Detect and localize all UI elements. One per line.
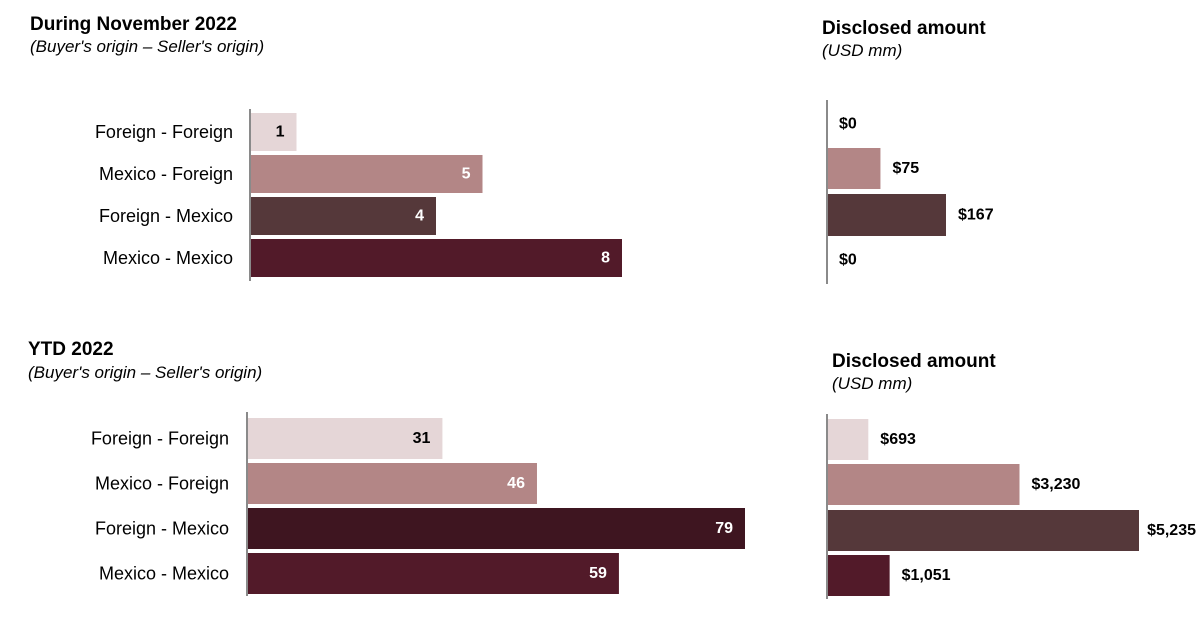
nov-count-title: During November 2022 — [30, 14, 237, 35]
ytd-count-title: YTD 2022 — [28, 339, 114, 360]
ytd-count-subtitle: (Buyer's origin – Seller's origin) — [28, 363, 262, 382]
ytd-amount-subtitle: (USD mm) — [832, 374, 912, 393]
ytd_count-value-label: 31 — [413, 430, 431, 447]
ytd_count-category-label: Foreign - Mexico — [95, 519, 229, 539]
nov_count-value-label: 5 — [462, 166, 471, 183]
nov_count-bar — [250, 197, 436, 235]
ytd_count-value-label: 79 — [715, 520, 733, 537]
nov_amount-bar — [827, 194, 946, 236]
chart-marks: Foreign - Foreign 1 Mexico - Foreign 5 Forei… — [91, 100, 1196, 599]
nov_count-bar — [250, 239, 622, 277]
ytd_count-category-label: Foreign - Foreign — [91, 429, 229, 449]
nov_count-bar — [250, 113, 297, 151]
nov-amount-subtitle: (USD mm) — [822, 41, 902, 60]
ytd_amount-bar — [827, 419, 869, 460]
nov_count-category-label: Foreign - Foreign — [95, 122, 233, 142]
nov_amount-value-label: $75 — [892, 160, 919, 177]
nov_amount-value-label: $0 — [839, 252, 857, 269]
ytd_amount-value-label: $5,235 — [1147, 522, 1196, 539]
ytd_count-value-label: 59 — [589, 565, 607, 582]
ytd_amount-value-label: $1,051 — [902, 567, 951, 584]
ytd_count-value-label: 46 — [507, 475, 525, 492]
nov-count-subtitle: (Buyer's origin – Seller's origin) — [30, 37, 264, 56]
ytd_amount-bar — [827, 555, 890, 596]
ytd_amount-value-label: $693 — [880, 431, 916, 448]
nov_count-value-label: 4 — [415, 208, 424, 225]
nov_count-category-label: Mexico - Foreign — [99, 164, 233, 184]
nov_amount-value-label: $167 — [958, 207, 994, 224]
ytd_amount-value-label: $3,230 — [1032, 476, 1081, 493]
nov_count-category-label: Mexico - Mexico — [103, 248, 233, 268]
ytd-amount-title: Disclosed amount — [832, 351, 996, 372]
nov_amount-value-label: $0 — [839, 116, 857, 133]
ytd_count-bar — [247, 463, 537, 504]
ytd_count-category-label: Mexico - Foreign — [95, 474, 229, 494]
ytd_amount-bar — [827, 510, 1139, 551]
nov_count-category-label: Foreign - Mexico — [99, 206, 233, 226]
ytd_count-category-label: Mexico - Mexico — [99, 564, 229, 584]
nov_amount-bar — [827, 148, 881, 189]
nov_count-value-label: 1 — [276, 124, 285, 141]
nov-amount-title: Disclosed amount — [822, 18, 986, 39]
ytd_count-bar — [247, 508, 745, 549]
nov_count-bar — [250, 155, 483, 193]
ytd_amount-bar — [827, 464, 1020, 505]
ytd_count-bar — [247, 553, 619, 594]
ytd_count-bar — [247, 418, 443, 459]
nov_count-value-label: 8 — [601, 250, 610, 267]
